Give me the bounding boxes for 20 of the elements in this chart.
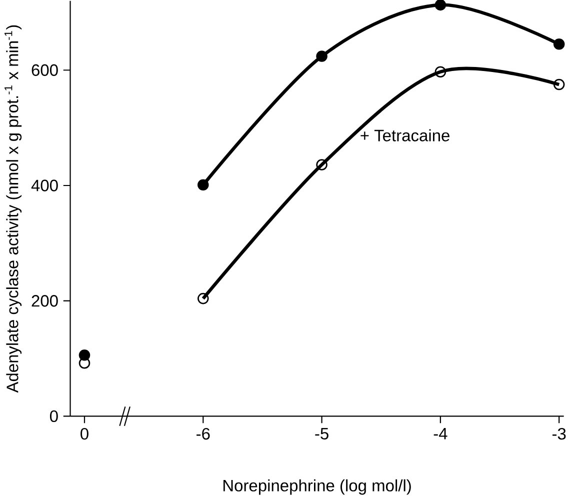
x-tick-label: -5 <box>315 428 328 440</box>
point <box>434 66 446 78</box>
point <box>316 50 328 62</box>
x-tick-label: -6 <box>196 428 210 440</box>
point <box>434 0 446 10</box>
point <box>553 38 565 50</box>
point <box>198 292 209 304</box>
point <box>198 179 209 190</box>
x-tick-label: 0 <box>80 428 88 440</box>
y-tick-label: 600 <box>32 64 58 76</box>
y-tick-label: 0 <box>50 410 58 422</box>
annotation: + Tetracaine <box>360 129 450 142</box>
y-tick-label: 200 <box>32 294 58 307</box>
x-tick-label: -3 <box>552 428 566 440</box>
point <box>316 158 328 170</box>
y-tick-label: 400 <box>31 180 58 192</box>
x-axis-title: Norepinephrine (log mol/l) <box>223 479 411 495</box>
point <box>553 78 565 90</box>
y-axis-title: Adenylate cyclase activity (nmol x g prot.$^{-1}$ x min$^{-1}$) <box>4 25 22 393</box>
x-tick-label: -4 <box>434 428 448 440</box>
